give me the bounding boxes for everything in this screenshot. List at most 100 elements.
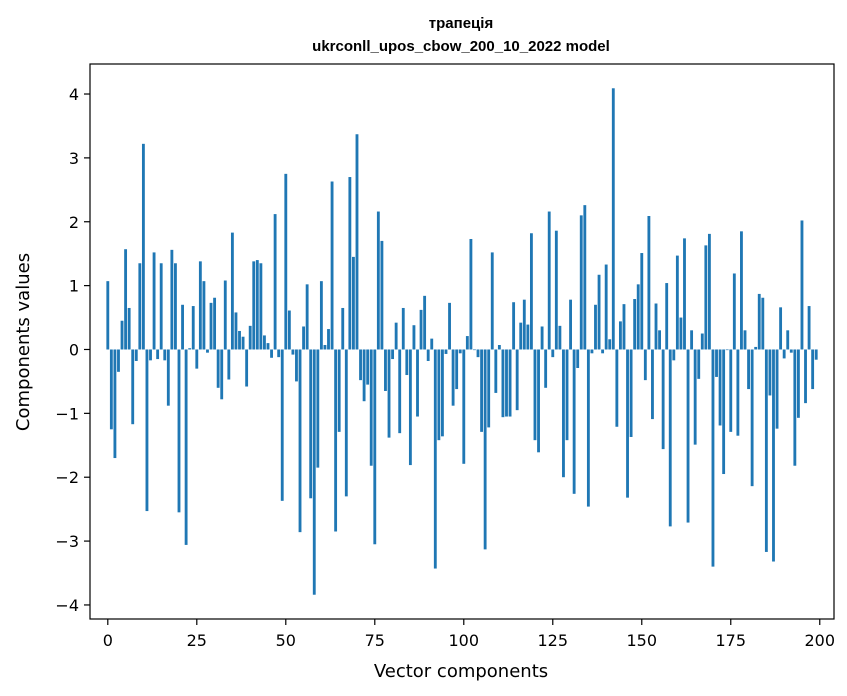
bar [814, 349, 818, 360]
bar [505, 349, 508, 417]
x-tick-label: 200 [804, 631, 835, 650]
bar [629, 349, 633, 437]
bar [487, 349, 491, 428]
bar [569, 299, 572, 350]
bar [437, 349, 441, 441]
bar [387, 349, 391, 438]
bar [355, 134, 359, 350]
bar [348, 177, 352, 350]
bar [465, 336, 469, 350]
bar [362, 349, 366, 402]
bar [551, 349, 555, 358]
bar [615, 349, 619, 427]
bar [754, 346, 758, 350]
bar [430, 338, 434, 350]
bar [302, 326, 306, 350]
bar [330, 181, 334, 350]
bar [344, 349, 348, 497]
bar [608, 339, 612, 350]
y-tick-label: −3 [55, 532, 79, 551]
bar [287, 310, 291, 350]
bar [334, 349, 338, 532]
bar [519, 322, 523, 350]
bar [679, 317, 683, 350]
bar [109, 349, 113, 430]
bar [181, 304, 184, 350]
bar [291, 349, 295, 355]
bar [540, 326, 544, 350]
bar [227, 349, 231, 380]
bar [618, 321, 622, 350]
bar [198, 261, 202, 350]
bar [312, 349, 316, 595]
chart-title: трапеція [429, 15, 493, 32]
bar [380, 240, 384, 350]
x-tick-label: 25 [187, 631, 207, 650]
bar [718, 349, 722, 426]
x-tick-label: 125 [538, 631, 569, 650]
bar [462, 349, 466, 464]
bar [633, 299, 637, 350]
bar [273, 214, 277, 350]
bar [690, 330, 694, 350]
bar [683, 238, 686, 350]
bar [280, 349, 284, 501]
bar [736, 349, 740, 436]
bar [117, 349, 120, 372]
bar [423, 295, 427, 350]
bar [376, 211, 380, 350]
bars-group [106, 88, 818, 595]
bar [206, 349, 209, 353]
bar [337, 349, 341, 432]
bar [668, 349, 672, 527]
bar [586, 349, 590, 507]
bar [643, 349, 647, 381]
bar [188, 348, 192, 350]
bar [647, 216, 651, 350]
bar [590, 349, 594, 354]
bar [522, 299, 526, 350]
bar [106, 281, 110, 350]
x-tick-label: 75 [365, 631, 385, 650]
bar [740, 231, 743, 350]
bar [796, 349, 800, 418]
bar [216, 349, 220, 388]
bar [480, 349, 484, 432]
bar [277, 349, 281, 358]
bar [259, 263, 263, 350]
bar [793, 349, 797, 466]
bar [252, 261, 256, 350]
bar [238, 330, 241, 350]
bar [433, 349, 437, 569]
bar [213, 297, 217, 350]
bar [565, 349, 569, 441]
bar [725, 349, 729, 351]
bar [672, 349, 676, 361]
bar [508, 349, 512, 417]
bar [234, 312, 238, 350]
bar [675, 255, 679, 350]
bar [441, 349, 444, 437]
bar [298, 349, 302, 533]
y-tick-label: −1 [55, 404, 79, 423]
bar [704, 245, 708, 350]
bar [448, 302, 451, 350]
bar [177, 349, 181, 513]
bar [369, 349, 373, 466]
bar [309, 349, 313, 499]
bar [715, 349, 718, 377]
bar [572, 349, 576, 494]
bar [159, 263, 163, 350]
bar [195, 349, 199, 369]
bar [576, 349, 580, 368]
bar [255, 260, 259, 350]
bar [391, 349, 395, 360]
bar [750, 349, 754, 487]
y-tick-label: 2 [69, 213, 79, 232]
bar [665, 283, 669, 350]
bar [483, 349, 487, 550]
bar [786, 330, 790, 350]
bar [651, 349, 654, 420]
bar [220, 349, 224, 400]
bar [412, 325, 416, 350]
